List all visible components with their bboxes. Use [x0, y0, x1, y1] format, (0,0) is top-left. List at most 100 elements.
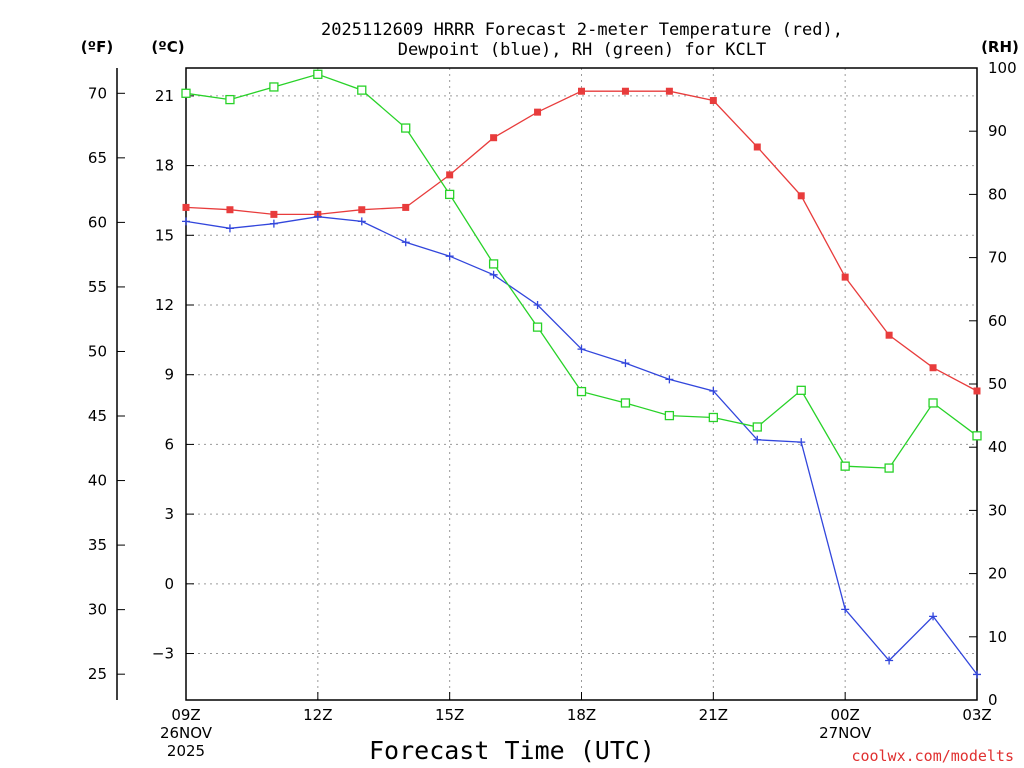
dewpoint-point [929, 612, 938, 621]
2-meter-temperature-point [490, 134, 498, 142]
rh-unit-label: (RH) [981, 38, 1019, 56]
plot-frame [185, 67, 978, 701]
rh-point [269, 82, 279, 92]
dewpoint-point [709, 386, 718, 395]
dewpoint-point [841, 605, 850, 614]
celsius-tick-label: 9 [164, 366, 174, 384]
dewpoint-point [621, 359, 630, 368]
rh-point [357, 85, 367, 95]
2-meter-temperature-point [358, 206, 366, 214]
dewpoint-point [577, 345, 586, 354]
celsius-tick-label: 0 [164, 575, 174, 593]
fahrenheit-tick-label: 25 [88, 665, 107, 683]
dewpoint-point [182, 217, 190, 226]
dewpoint-point [885, 656, 894, 665]
fahrenheit-unit-label: (ºF) [81, 38, 113, 56]
2-meter-temperature-point [226, 206, 234, 214]
2-meter-temperature-point [446, 171, 454, 179]
2-meter-temperature-point [797, 192, 805, 200]
chart-title-line2: Dewpoint (blue), RH (green) for KCLT [398, 40, 766, 60]
dewpoint-point [489, 270, 498, 279]
x-axis-label: Forecast Time (UTC) [369, 736, 655, 765]
dewpoint-point [357, 217, 366, 226]
rh-tick-label: 10 [988, 628, 1007, 646]
rh-point [225, 94, 235, 105]
fahrenheit-tick-label: 50 [88, 342, 107, 360]
2-meter-temperature-point [753, 143, 761, 151]
celsius-tick-label: −3 [152, 645, 174, 663]
dewpoint-point [445, 252, 454, 261]
rh-tick-label: 60 [988, 312, 1007, 330]
rh-tick-label: 30 [988, 501, 1007, 519]
celsius-unit-label: (ºC) [151, 38, 184, 56]
dewpoint-point [533, 301, 542, 309]
celsius-tick-label: 15 [155, 226, 174, 244]
rh-tick-label: 90 [988, 122, 1007, 140]
2-meter-temperature-point [885, 331, 893, 339]
rh-point [928, 398, 938, 408]
rh-point [488, 259, 499, 269]
rh-line [185, 73, 978, 469]
dewpoint-point [269, 219, 278, 228]
rh-point [313, 69, 323, 79]
rh-point [664, 410, 675, 421]
dewpoint-point [973, 670, 981, 679]
x-tick-date-label: 26NOV [160, 724, 213, 742]
2-meter-temperature-point [578, 87, 585, 95]
x-tick-label: 15Z [435, 706, 464, 724]
rh-tick-label: 100 [988, 59, 1017, 77]
x-tick-label: 12Z [303, 706, 332, 724]
x-tick-date-label: 27NOV [819, 724, 872, 742]
2-meter-temperature-point [534, 108, 542, 116]
2-meter-temperature-point [182, 203, 190, 211]
2-meter-temperature-point [929, 364, 937, 372]
source-credit: coolwx.com/modelts [851, 747, 1014, 765]
fahrenheit-tick-label: 65 [88, 149, 107, 167]
2-meter-temperature-point [402, 203, 410, 211]
celsius-tick-label: 21 [155, 87, 174, 105]
celsius-tick-label: 3 [164, 505, 174, 523]
2-meter-temperature-point [665, 87, 673, 95]
fahrenheit-tick-label: 35 [88, 536, 107, 554]
rh-point [796, 385, 806, 395]
axes-layer: 70656055504540353025211815129630−3100908… [88, 59, 1017, 760]
x-tick-label: 18Z [567, 706, 596, 724]
2-meter-temperature-point [973, 387, 981, 395]
celsius-tick-label: 6 [164, 435, 174, 453]
x-tick-label: 03Z [962, 706, 991, 724]
rh-point [752, 422, 762, 432]
rh-point [708, 412, 718, 423]
rh-tick-label: 40 [988, 438, 1007, 456]
rh-tick-label: 50 [988, 375, 1007, 393]
rh-series [181, 69, 982, 473]
fahrenheit-tick-label: 30 [88, 601, 107, 619]
2-meter-temperature-point [270, 210, 278, 218]
2-meter-temperature-point [841, 273, 849, 281]
rh-tick-label: 20 [988, 565, 1007, 583]
rh-point [401, 123, 411, 133]
celsius-tick-label: 18 [155, 157, 174, 175]
fahrenheit-tick-label: 40 [88, 472, 107, 490]
rh-tick-label: 0 [988, 691, 998, 709]
rh-point [181, 88, 191, 98]
2-meter-temperature-point [709, 97, 717, 105]
rh-point [576, 386, 587, 397]
x-tick-year-label: 2025 [167, 742, 205, 760]
dewpoint-point [665, 375, 674, 384]
dewpoint-point [225, 224, 234, 233]
celsius-tick-label: 12 [155, 296, 174, 314]
dewpoint-point [401, 238, 410, 247]
rh-point [884, 463, 894, 473]
fahrenheit-tick-label: 45 [88, 407, 107, 425]
grid-layer [186, 68, 977, 700]
chart-title-line1: 2025112609 HRRR Forecast 2-meter Tempera… [321, 20, 843, 40]
fahrenheit-tick-label: 70 [88, 84, 107, 102]
series-layer [181, 69, 982, 679]
dewpoint-point [313, 212, 322, 221]
2-meter-temperature-point [621, 87, 629, 95]
rh-point [445, 189, 455, 200]
rh-point [972, 431, 982, 441]
rh-point [532, 322, 543, 332]
dewpoint-point [797, 438, 806, 447]
